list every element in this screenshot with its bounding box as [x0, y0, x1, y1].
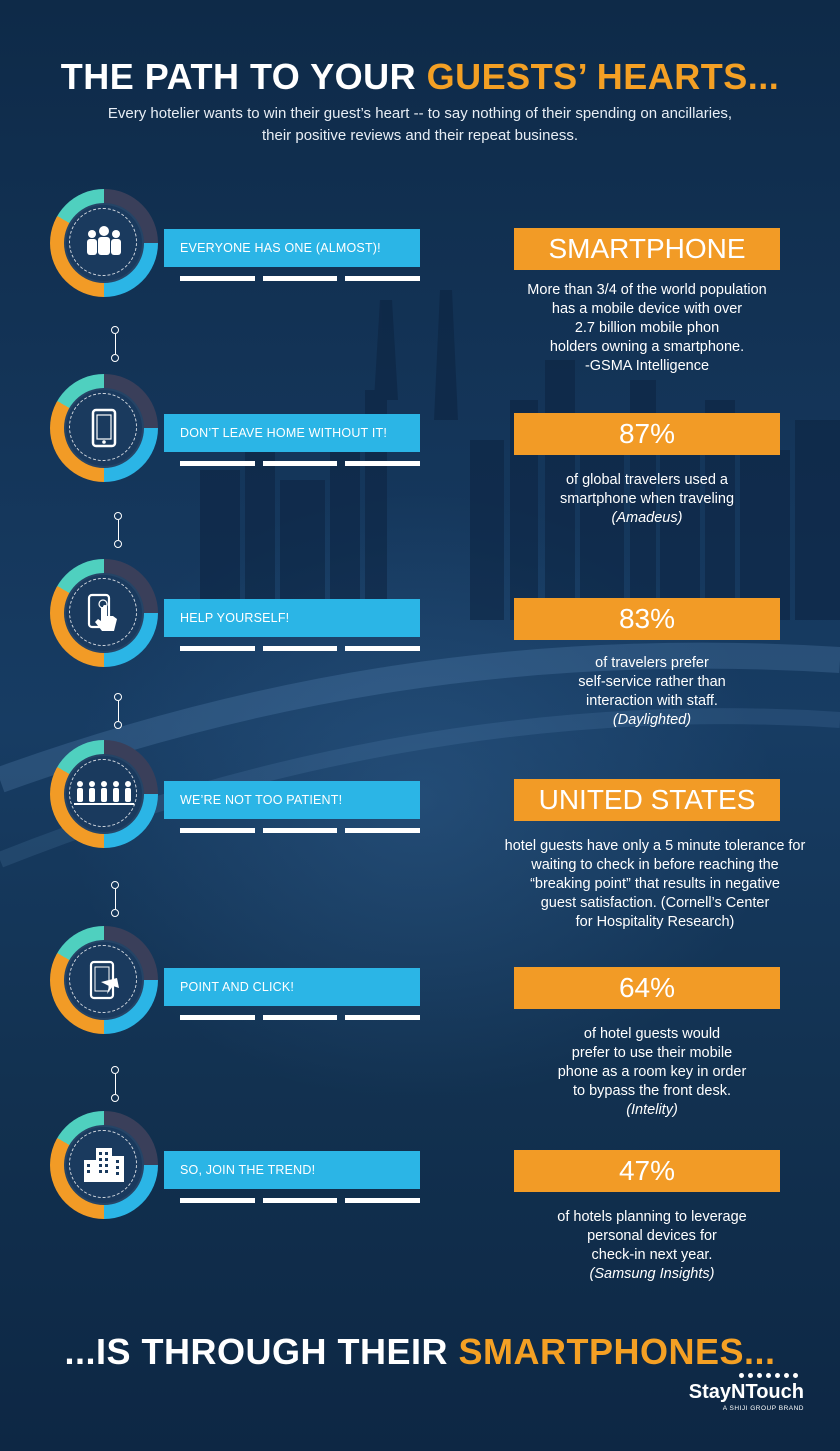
stat-line: “breaking point” that results in negativ… — [530, 876, 780, 892]
title-text: THE PATH TO YOUR — [60, 56, 427, 97]
smartphone-icon — [64, 388, 144, 468]
stat-line: of global travelers used a — [565, 472, 728, 488]
page-title: THE PATH TO YOUR GUESTS’ HEARTS... — [0, 56, 840, 98]
subtitle-line: Every hotelier wants to win their guest’… — [107, 105, 733, 122]
stat-source: (Daylighted) — [612, 712, 692, 728]
step-label: SO, JOIN THE TREND! — [180, 1163, 316, 1177]
stat-description: of hotel guests would prefer to use thei… — [530, 1025, 774, 1120]
title-highlight: GUESTS’ HEARTS... — [426, 56, 780, 97]
stat-description: of hotels planning to leverage personal … — [520, 1208, 784, 1284]
waiting-line-icon — [64, 754, 144, 834]
stat-line: holders owning a smartphone. — [549, 339, 745, 355]
step-banner: HELP YOURSELF! — [164, 599, 420, 637]
step-ring — [50, 374, 158, 482]
stat-description: of travelers prefer self-service rather … — [530, 654, 774, 730]
stat-line: interaction with staff. — [586, 693, 718, 709]
step-ring — [50, 926, 158, 1034]
stat-line: More than 3/4 of the world population — [527, 282, 767, 298]
step-banner: DON’T LEAVE HOME WITHOUT IT! — [164, 414, 420, 452]
stat-description: More than 3/4 of the world population ha… — [500, 281, 794, 376]
stat-value: 87% — [618, 418, 676, 449]
logo-dots-icon — [664, 1373, 798, 1378]
page-subtitle: Every hotelier wants to win their guest’… — [60, 103, 780, 147]
stat-value: 83% — [618, 603, 676, 634]
step-connector — [109, 881, 121, 917]
step-connector — [109, 326, 121, 362]
closing-highlight: SMARTPHONES... — [458, 1331, 776, 1372]
stat-line: personal devices for — [587, 1228, 717, 1244]
step-ring — [50, 189, 158, 297]
step-label: EVERYONE HAS ONE (ALMOST)! — [180, 241, 381, 255]
stat-highlight: SMARTPHONE — [514, 228, 780, 270]
people-group-icon — [64, 203, 144, 283]
stat-highlight: 83% — [514, 598, 780, 640]
stat-line: of hotels planning to leverage — [557, 1209, 747, 1225]
stat-description: hotel guests have only a 5 minute tolera… — [488, 837, 822, 932]
stat-line: to bypass the front desk. — [573, 1083, 731, 1099]
stat-line: phone as a room key in order — [557, 1064, 747, 1080]
progress-bars — [180, 276, 421, 281]
step-ring — [50, 559, 158, 667]
progress-bars — [180, 1015, 421, 1020]
closing-text: ...IS THROUGH THEIR — [64, 1331, 459, 1372]
hotel-buildings-icon — [64, 1125, 144, 1205]
stat-highlight: 64% — [514, 967, 780, 1009]
progress-bars — [180, 828, 421, 833]
stat-line: self-service rather than — [578, 674, 726, 690]
stat-value: SMARTPHONE — [548, 233, 746, 264]
stat-source: (Samsung Insights) — [589, 1266, 715, 1282]
stat-line: has a mobile device with over — [551, 301, 743, 317]
stat-line: hotel guests have only a 5 minute tolera… — [504, 838, 806, 854]
stat-line: prefer to use their mobile — [571, 1045, 733, 1061]
step-label: POINT AND CLICK! — [180, 980, 295, 994]
stat-value: 47% — [618, 1155, 676, 1186]
logo-name: StayNTouch — [688, 1381, 804, 1403]
stat-source: (Intelity) — [626, 1102, 678, 1118]
progress-bars — [180, 1198, 421, 1203]
stat-line: for Hospitality Research) — [575, 914, 735, 930]
stat-line: waiting to check in before reaching the — [531, 857, 779, 873]
stat-value: UNITED STATES — [538, 784, 756, 815]
step-banner: SO, JOIN THE TREND! — [164, 1151, 420, 1189]
stat-highlight: UNITED STATES — [514, 779, 780, 821]
step-ring — [50, 1111, 158, 1219]
step-banner: EVERYONE HAS ONE (ALMOST)! — [164, 229, 420, 267]
stat-highlight: 47% — [514, 1150, 780, 1192]
stat-value: 64% — [618, 972, 676, 1003]
step-label: DON’T LEAVE HOME WITHOUT IT! — [180, 426, 388, 440]
phone-cursor-icon — [64, 940, 144, 1020]
step-connector — [112, 512, 124, 548]
logo-tagline: A SHIJI GROUP BRAND — [722, 1405, 804, 1412]
step-connector — [112, 693, 124, 729]
closing-headline: ...IS THROUGH THEIR SMARTPHONES... — [0, 1331, 840, 1373]
brand-logo: StayNTouch A SHIJI GROUP BRAND — [664, 1373, 804, 1412]
subtitle-line: their positive reviews and their repeat … — [262, 127, 578, 144]
step-banner: POINT AND CLICK! — [164, 968, 420, 1006]
stat-source: (Amadeus) — [611, 510, 683, 526]
progress-bars — [180, 646, 421, 651]
progress-bars — [180, 461, 421, 466]
step-banner: WE’RE NOT TOO PATIENT! — [164, 781, 420, 819]
stat-line: 2.7 billion mobile phon — [574, 320, 720, 336]
step-ring — [50, 740, 158, 848]
touch-phone-icon — [64, 573, 144, 653]
stat-line: guest satisfaction. (Cornell’s Center — [540, 895, 770, 911]
stat-line: smartphone when traveling — [559, 491, 735, 507]
stat-highlight: 87% — [514, 413, 780, 455]
step-connector — [109, 1066, 121, 1102]
stat-line: of travelers prefer — [595, 655, 709, 671]
stat-line: of hotel guests would — [583, 1026, 721, 1042]
step-label: HELP YOURSELF! — [180, 611, 290, 625]
stat-line: -GSMA Intelligence — [584, 358, 710, 374]
stat-description: of global travelers used a smartphone wh… — [520, 471, 774, 528]
step-label: WE’RE NOT TOO PATIENT! — [180, 793, 343, 807]
stat-line: check-in next year. — [591, 1247, 713, 1263]
